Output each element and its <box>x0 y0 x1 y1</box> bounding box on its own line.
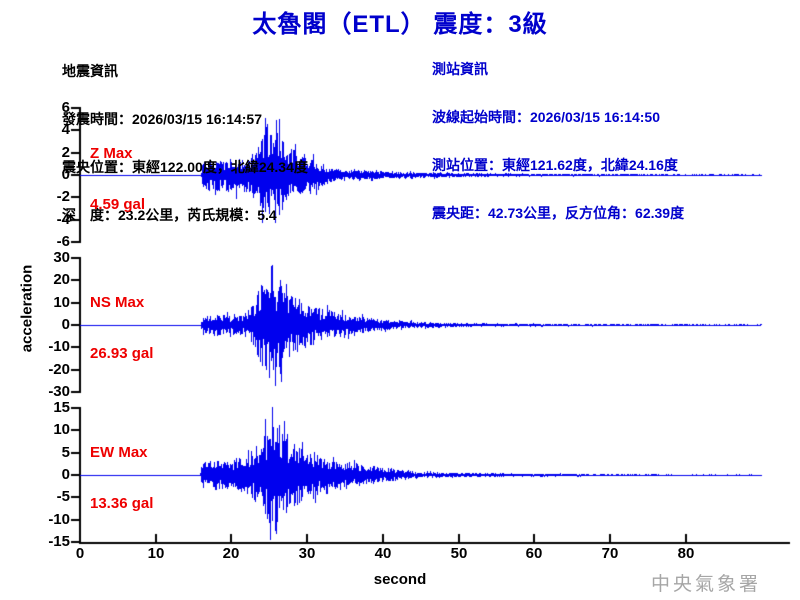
wave-start-time: 波線起始時間：2026/03/15 16:14:50 <box>432 109 660 125</box>
origin-time: 發震時間：2026/03/15 16:14:57 <box>62 111 262 127</box>
x-axis-label: second <box>373 571 427 588</box>
epicenter-location: 震央位置：東經122.00度，北緯24.34度 <box>62 159 308 175</box>
x-tick-label: 0 <box>75 545 85 562</box>
ew-max-title: EW Max <box>90 444 148 461</box>
y-tick-label: -30 <box>48 383 70 400</box>
y-tick-label: 2 <box>61 144 70 161</box>
station-info-heading: 測站資訊 <box>432 61 488 77</box>
y-tick-label: 20 <box>53 271 70 288</box>
station-location: 測站位置：東經121.62度，北緯24.16度 <box>432 157 678 173</box>
x-tick-label: 50 <box>450 545 468 562</box>
ew-max-value: 13.36 gal <box>90 495 154 512</box>
ns-max-value: 26.93 gal <box>90 345 154 362</box>
y-tick-label: 5 <box>61 444 70 461</box>
y-tick-label: -6 <box>56 233 70 250</box>
y-tick-label: 0 <box>61 166 70 183</box>
x-tick-label: 30 <box>298 545 316 562</box>
ns-max-title: NS Max <box>90 294 145 311</box>
x-tick-label: 10 <box>147 545 165 562</box>
z-max-label: Z Max 4.59 gal <box>90 111 145 247</box>
y-tick-label: 0 <box>61 466 70 483</box>
y-tick-label: -4 <box>56 211 70 228</box>
agency-watermark: 中央氣象署 <box>651 574 762 595</box>
station-info-block: 測站資訊 波線起始時間：2026/03/15 16:14:50 測站位置：東經1… <box>432 29 684 253</box>
y-tick-label: 30 <box>53 249 70 266</box>
y-tick-label: -5 <box>56 488 70 505</box>
y-tick-label: 0 <box>61 316 70 333</box>
y-tick-label: -20 <box>48 361 70 378</box>
earthquake-info-heading: 地震資訊 <box>62 63 118 79</box>
y-tick-label: 6 <box>61 99 70 116</box>
z-max-title: Z Max <box>90 145 133 162</box>
y-tick-label: -15 <box>48 533 70 550</box>
z-max-value: 4.59 gal <box>90 196 146 213</box>
x-tick-label: 60 <box>525 545 543 562</box>
earthquake-info-block: 地震資訊 發震時間：2026/03/15 16:14:57 震央位置：東經122… <box>62 31 308 255</box>
ew-max-label: EW Max 13.36 gal <box>90 410 153 546</box>
y-tick-label: 4 <box>61 121 70 138</box>
x-tick-label: 20 <box>222 545 240 562</box>
x-tick-label: 80 <box>677 545 695 562</box>
depth-magnitude: 深 度：23.2公里，芮氏規模：5.4 <box>62 207 277 223</box>
y-tick-label: -10 <box>48 338 70 355</box>
y-tick-label: -10 <box>48 511 70 528</box>
y-tick-label: -2 <box>56 188 70 205</box>
ns-max-label: NS Max 26.93 gal <box>90 260 153 396</box>
page-title: 太魯閣（ETL） 震度：3級 <box>252 11 548 38</box>
x-tick-label: 40 <box>374 545 392 562</box>
epicentral-distance: 震央距：42.73公里，反方位角：62.39度 <box>432 205 685 221</box>
y-tick-label: 15 <box>53 399 70 416</box>
y-tick-label: 10 <box>53 421 70 438</box>
x-tick-label: 70 <box>601 545 619 562</box>
y-tick-label: 10 <box>53 294 70 311</box>
